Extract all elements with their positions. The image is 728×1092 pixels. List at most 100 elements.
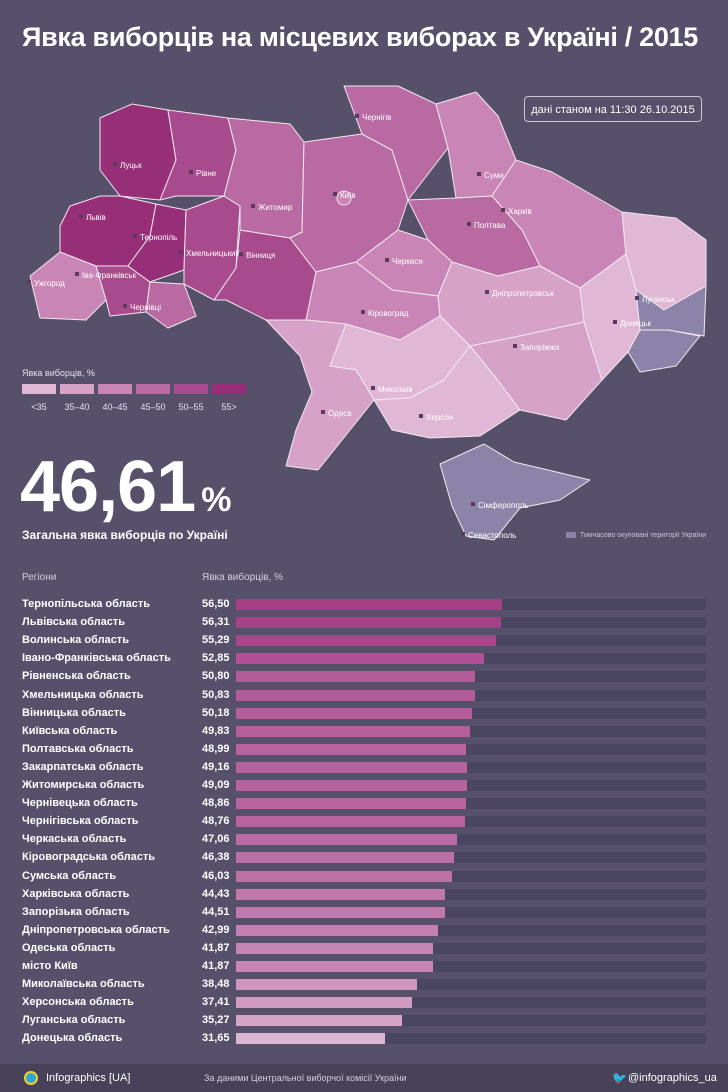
city-label: Харків (508, 207, 532, 216)
bar-track (236, 1015, 706, 1027)
city-label: Рівне (196, 169, 217, 178)
city-marker (355, 114, 359, 118)
turnout-bar (236, 888, 445, 900)
table-row: Харківська область 44,43 (0, 886, 728, 904)
city-label: Луганськ (642, 295, 675, 304)
timestamp-badge: дані станом на 11:30 26.10.2015 (524, 96, 702, 122)
occupied-swatch (566, 532, 576, 539)
turnout-bar (236, 617, 501, 629)
turnout-bar (236, 906, 446, 918)
turnout-bar (236, 780, 467, 791)
turnout-bar (236, 1015, 402, 1027)
city-label: Луцьк (120, 161, 142, 170)
city-label: Кіровоград (368, 309, 409, 318)
city-marker (419, 414, 423, 418)
turnout-value: 44,51 (202, 905, 230, 918)
table-row: Вінницька область 50,18 (0, 705, 728, 723)
city-label: Іва-Франківськ (82, 271, 137, 280)
city-marker (485, 290, 489, 294)
region-name: Луганська область (22, 1014, 126, 1027)
bar-track (236, 725, 706, 737)
turnout-bar (236, 997, 412, 1009)
infographics-logo-icon (24, 1071, 38, 1085)
city-label: Тернопіль (140, 233, 177, 242)
legend-swatch (136, 384, 170, 394)
legend (22, 384, 246, 394)
turnout-bar (236, 653, 485, 665)
turnout-value: 56,31 (202, 616, 230, 629)
turnout-value: 48,76 (202, 815, 230, 828)
region-name: Черкаська область (22, 833, 127, 846)
table-row: Миколаївська область 38,48 (0, 976, 728, 994)
legend-label: 40–45 (102, 402, 128, 412)
map-region-kyiv-city (336, 190, 352, 206)
city-label: Суми (484, 171, 504, 180)
column-header-turnout: Явка виборців, % (202, 572, 283, 583)
map-region-chernihiv (343, 85, 449, 201)
turnout-value: 41,87 (202, 960, 230, 972)
table-row: Тернопільська область 56,50 (0, 596, 728, 614)
region-name: Миколаївська область (22, 978, 145, 991)
city-marker (477, 172, 481, 176)
bar-track (236, 1033, 706, 1045)
city-marker (251, 204, 255, 208)
city-label: Полтава (474, 221, 506, 230)
occupied-label: Тимчасово окуповані території України (580, 532, 707, 539)
turnout-value: 50,18 (202, 706, 230, 719)
city-label: Херсон (426, 413, 453, 422)
city-label: Хмельницький (186, 249, 240, 258)
city-label: Севастополь (468, 531, 516, 540)
bar-track (236, 798, 706, 810)
legend-swatch (174, 384, 208, 394)
city-label: Чернігів (362, 113, 391, 122)
region-name: Чернівецька область (22, 797, 138, 810)
city-marker (385, 258, 389, 262)
bar-track (236, 816, 706, 828)
city-label: Житомир (258, 203, 293, 212)
turnout-value: 38,48 (202, 978, 230, 991)
map-region-chernivtsi (145, 281, 197, 329)
region-name: Донецька область (22, 1032, 123, 1045)
table-row: Черкаська область 47,06 (0, 831, 728, 849)
city-marker (501, 208, 505, 212)
region-name: Івано-Франківська область (22, 652, 171, 665)
turnout-bar (236, 924, 439, 936)
bar-track (236, 743, 706, 755)
city-marker (123, 304, 127, 308)
footer-twitter-handle[interactable]: @infographics_ua (628, 1072, 717, 1084)
table-row: Донецька область 31,65 (0, 1030, 728, 1048)
turnout-value: 44,43 (202, 887, 230, 900)
city-marker (133, 234, 137, 238)
bar-track (236, 671, 706, 683)
legend-swatch (60, 384, 94, 394)
turnout-value: 42,99 (202, 923, 230, 936)
region-name: Сумська область (22, 869, 117, 882)
bar-track (236, 870, 706, 882)
region-name: Запорізька область (22, 905, 130, 918)
table-row: Чернігівська область 48,76 (0, 813, 728, 831)
table-row: Кіровоградська область 46,38 (0, 849, 728, 867)
region-name: Дніпропетровська область (22, 923, 170, 936)
city-marker (239, 252, 243, 256)
turnout-value: 56,50 (202, 598, 230, 610)
table-row: Полтавська область 48,99 (0, 741, 728, 759)
table-row: Закарпатська область 49,16 (0, 759, 728, 777)
bar-track (236, 689, 706, 701)
city-marker (179, 250, 183, 254)
city-label: Львів (86, 213, 106, 222)
region-name: Полтавська область (22, 742, 134, 755)
table-row: Чернівецька область 48,86 (0, 795, 728, 813)
region-name: Хмельницька область (22, 688, 144, 701)
bar-track (236, 635, 706, 647)
table-row: Одеська область 41,87 (0, 940, 728, 958)
city-marker (333, 192, 337, 196)
turnout-bar (236, 761, 468, 773)
ukraine-map: Луцьк Рівне Житомир Київ Чернігів Суми ХарківП… (27, 85, 707, 541)
turnout-bar (236, 852, 454, 864)
turnout-value: 50,80 (202, 670, 230, 683)
bar-track (236, 780, 706, 791)
bar-track (236, 653, 706, 665)
page-title: Явка виборців на місцевих виборах в Укра… (22, 22, 698, 52)
turnout-value: 31,65 (202, 1032, 230, 1045)
region-name: Київська область (22, 724, 118, 737)
